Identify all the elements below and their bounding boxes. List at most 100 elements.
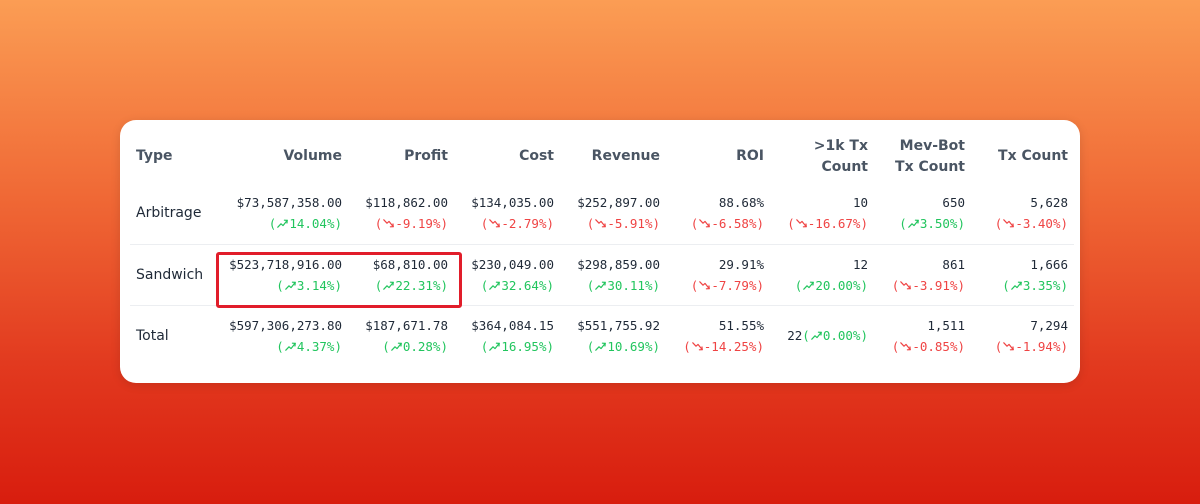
header-type[interactable]: Type (136, 148, 173, 164)
trend-down-icon (899, 339, 912, 354)
roi-value: 51.55% (718, 317, 764, 333)
paren-open: ( (994, 216, 1003, 232)
paren-open: ( (480, 338, 489, 354)
mev-stats-table: Type Volume Profit Cost Revenue ROI >1k … (130, 130, 1074, 366)
cell-volume: $523,718,916.00 (3.14%) (216, 243, 348, 305)
txcount-value: 1,666 (1030, 256, 1068, 272)
header-cost[interactable]: Cost (519, 148, 554, 164)
paren-close: ) (652, 338, 660, 354)
volume-value: $597,306,273.80 (229, 317, 342, 333)
cell-tx1k: 22(0.00%) (770, 304, 874, 366)
cost-value: $230,049.00 (471, 256, 554, 272)
change-percent: 20.00% (815, 277, 861, 293)
header-mev-bot-tx-count[interactable]: Mev-Bot Tx Count (874, 130, 971, 183)
paren-open: ( (374, 216, 383, 232)
cell-txcount: 5,628 (-3.40%) (971, 183, 1074, 244)
change-percent: 10.69% (607, 338, 653, 354)
trend-down-icon (899, 278, 912, 293)
paren-open: ( (787, 216, 795, 232)
mevbot-change: ( -0.85%) (880, 336, 965, 357)
header-volume[interactable]: Volume (283, 148, 342, 164)
paren-close: ) (957, 216, 965, 232)
paren-close: ) (860, 216, 868, 232)
trend-down-icon (1002, 339, 1015, 354)
volume-value: $523,718,916.00 (229, 256, 342, 272)
paren-close: ) (756, 277, 764, 293)
trend-down-icon (382, 216, 395, 231)
trend-down-icon (488, 216, 501, 231)
mevbot-value: 1,511 (927, 317, 965, 333)
cost-change: (-2.79%) (460, 213, 554, 234)
change-percent: 3.50% (919, 216, 958, 232)
cell-cost: $364,084.15 (16.95%) (454, 304, 560, 366)
row-type-label: Total (130, 304, 216, 366)
paren-close: ) (756, 216, 764, 232)
header-profit[interactable]: Profit (404, 148, 448, 164)
cell-tx1k: 12 (20.00%) (770, 243, 874, 305)
trend-up-icon (488, 339, 501, 354)
cell-revenue: $298,859.00 (30.11%) (560, 243, 666, 305)
txcount-change: (-3.40%) (977, 213, 1068, 234)
change-percent: 14.04% (289, 216, 335, 232)
roi-change: (-7.79%) (672, 275, 764, 296)
trend-up-icon (907, 216, 920, 231)
trend-up-icon (488, 278, 501, 293)
change-percent: -6.58% (711, 216, 757, 232)
header-roi[interactable]: ROI (736, 148, 764, 164)
change-percent: -14.25% (703, 338, 757, 354)
tx1k-value: 10 (852, 195, 868, 211)
trend-up-icon (1010, 278, 1023, 293)
trend-down-icon (698, 278, 711, 293)
trend-up-icon (594, 278, 607, 293)
paren-open: ( (994, 338, 1003, 354)
profit-value: $187,671.78 (365, 317, 448, 333)
table-row-total: Total $597,306,273.80 (4.37%) $187,671.78 (0… (130, 304, 1074, 366)
paren-open: ( (891, 338, 900, 354)
cell-roi: 51.55% (-14.25%) (666, 304, 770, 366)
trend-up-icon (810, 328, 823, 343)
paren-close: ) (756, 338, 764, 354)
revenue-change: (30.11%) (566, 275, 660, 296)
profit-change: (-9.19%) (354, 213, 448, 234)
table-header-row: Type Volume Profit Cost Revenue ROI >1k … (130, 130, 1074, 183)
roi-change: (-14.25%) (672, 336, 764, 357)
row-type-label: Arbitrage (136, 205, 202, 222)
paren-open: ( (586, 277, 595, 293)
volume-change: (14.04%) (222, 213, 342, 234)
header-1k-tx-count[interactable]: >1k Tx Count (770, 130, 874, 183)
trend-down-icon (698, 216, 711, 231)
paren-close: ) (860, 328, 868, 344)
cell-volume: $597,306,273.80 (4.37%) (216, 304, 348, 366)
revenue-value: $252,897.00 (577, 195, 660, 211)
paren-close: ) (440, 338, 448, 354)
header-tx-count[interactable]: Tx Count (998, 148, 1068, 164)
paren-close: ) (652, 216, 660, 232)
profit-change: (22.31%) (354, 275, 448, 296)
trend-up-icon (390, 339, 403, 354)
roi-change: (-6.58%) (672, 213, 764, 234)
change-percent: -0.85% (912, 338, 958, 354)
paren-close: ) (652, 277, 660, 293)
change-percent: 32.64% (501, 277, 547, 293)
header-revenue[interactable]: Revenue (591, 148, 660, 164)
mevbot-value: 861 (942, 256, 965, 272)
paren-open: ( (374, 277, 383, 293)
cell-revenue: $551,755.92 (10.69%) (560, 304, 666, 366)
tx1k-change: (20.00%) (776, 275, 868, 296)
paren-close: ) (957, 338, 965, 354)
paren-open: ( (586, 338, 595, 354)
paren-open: ( (276, 338, 284, 354)
trend-up-icon (594, 339, 607, 354)
cost-change: (32.64%) (460, 275, 554, 296)
header-mev-bot-line2: Tx Count (895, 158, 965, 175)
trend-up-icon (276, 216, 289, 231)
cell-tx1k: 10 (-16.67%) (770, 183, 874, 244)
paren-close: ) (1060, 338, 1068, 354)
cell-cost: $134,035.00 (-2.79%) (454, 183, 560, 244)
cell-profit: $187,671.78 (0.28%) (348, 304, 454, 366)
paren-open: ( (802, 328, 810, 344)
paren-open: ( (276, 277, 284, 293)
paren-open: ( (268, 216, 277, 232)
mevbot-value: 650 (942, 195, 965, 211)
change-percent: -5.91% (607, 216, 653, 232)
